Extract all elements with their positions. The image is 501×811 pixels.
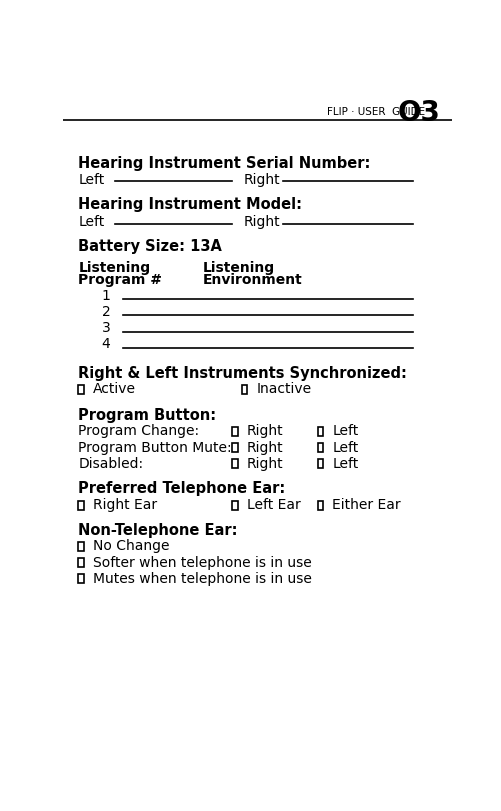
Bar [317,444,323,453]
Text: 1: 1 [102,288,110,303]
Text: No Change: No Change [93,539,169,552]
Text: Right: Right [246,424,283,438]
Text: Hearing Instrument Model:: Hearing Instrument Model: [78,197,302,212]
Text: Right: Right [246,440,283,454]
Text: Left: Left [78,215,104,230]
Text: Listening: Listening [202,260,275,274]
Text: FLIP · USER  GUIDE: FLIP · USER GUIDE [327,107,424,117]
Text: Right: Right [243,173,280,187]
Text: O3: O3 [396,99,439,127]
Text: Non-Telephone Ear:: Non-Telephone Ear: [78,522,237,537]
Text: Right Ear: Right Ear [93,497,157,512]
Text: Program Button:: Program Button: [78,407,216,422]
Bar [78,501,84,510]
Text: 2: 2 [102,304,110,319]
Text: Inactive: Inactive [256,382,311,396]
Bar [241,385,247,394]
Text: Left: Left [332,457,358,470]
Text: Mutes when telephone is in use: Mutes when telephone is in use [93,571,311,586]
Bar [231,460,237,469]
Bar [231,444,237,453]
Text: Listening: Listening [78,260,150,274]
Text: Either Ear: Either Ear [332,497,400,512]
Text: Left: Left [332,424,358,438]
Bar [78,543,84,551]
Text: Right: Right [246,457,283,470]
Text: Hearing Instrument Serial Number:: Hearing Instrument Serial Number: [78,156,370,170]
Text: Preferred Telephone Ear:: Preferred Telephone Ear: [78,481,285,496]
Bar [231,427,237,436]
Text: Right & Left Instruments Synchronized:: Right & Left Instruments Synchronized: [78,366,406,381]
Text: Left: Left [332,440,358,454]
Text: Left Ear: Left Ear [246,497,300,512]
Text: Environment: Environment [202,272,302,286]
Text: Program Button Mute:: Program Button Mute: [78,440,231,454]
Bar [78,559,84,568]
Bar [78,575,84,584]
Bar [317,460,323,469]
Bar [231,501,237,510]
Bar [317,427,323,436]
Text: Softer when telephone is in use: Softer when telephone is in use [93,555,311,569]
Bar [78,385,84,394]
Text: Battery Size: 13A: Battery Size: 13A [78,238,222,253]
Text: Program #: Program # [78,272,162,286]
Text: Active: Active [93,382,136,396]
Text: Right: Right [243,215,280,230]
Text: Left: Left [78,173,104,187]
Text: Disabled:: Disabled: [78,457,143,470]
Text: Program Change:: Program Change: [78,424,199,438]
Bar [317,501,323,510]
Text: 3: 3 [102,321,110,335]
Text: 4: 4 [102,337,110,351]
